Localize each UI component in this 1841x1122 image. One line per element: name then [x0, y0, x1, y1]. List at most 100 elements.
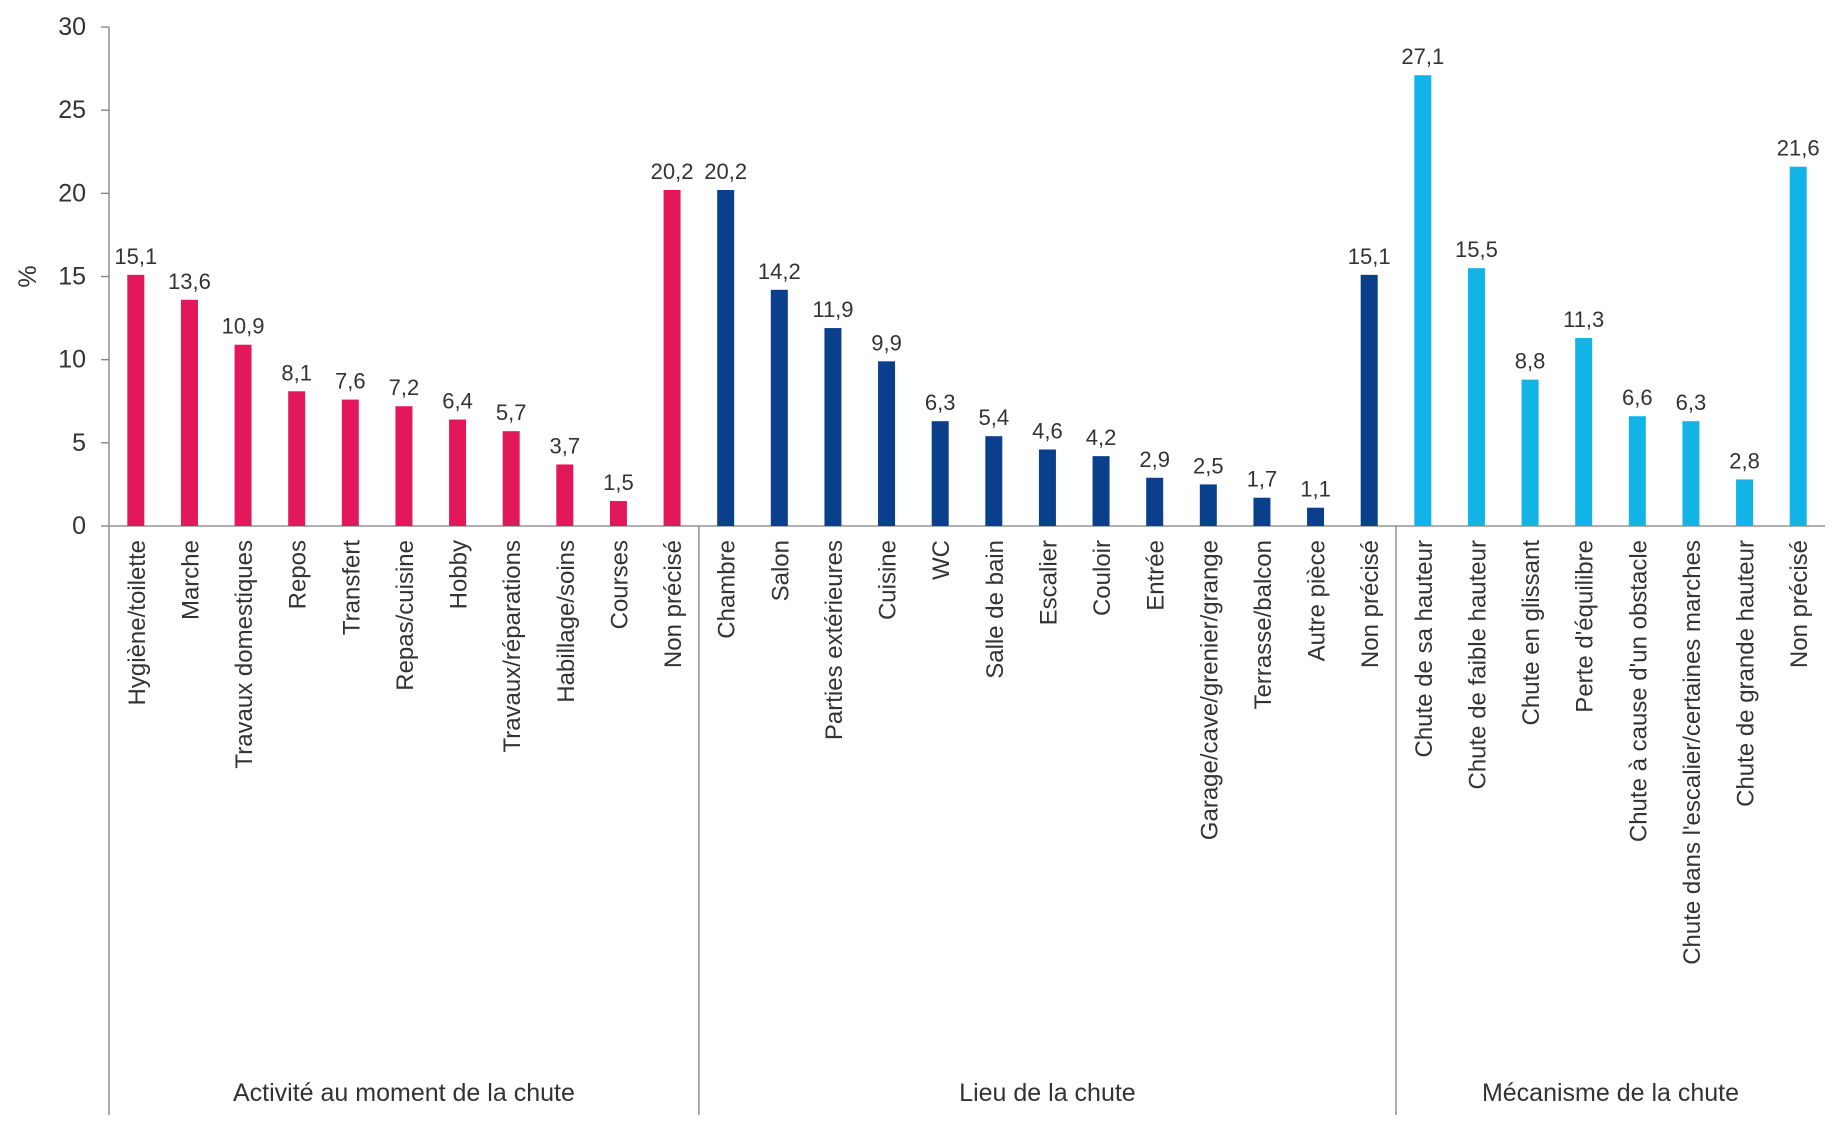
category-label: Chute en glissant: [1518, 540, 1545, 726]
bar: [1038, 449, 1056, 526]
bar: [1253, 497, 1271, 526]
category-label: Chute à cause d'un obstacle: [1625, 540, 1652, 842]
data-label: 13,6: [168, 269, 211, 294]
bar: [1736, 479, 1754, 526]
y-tick-label: 25: [58, 96, 86, 124]
data-label: 27,1: [1401, 44, 1444, 69]
bar: [234, 344, 252, 526]
group-label: Activité au moment de la chute: [233, 1079, 575, 1107]
y-axis-label: %: [14, 265, 42, 287]
data-label: 1,7: [1247, 467, 1278, 492]
category-label: Terrasse/balcon: [1250, 540, 1277, 709]
category-label: Travaux/réparations: [499, 540, 526, 753]
data-label: 2,9: [1139, 447, 1170, 472]
category-label: Autre pièce: [1304, 540, 1331, 661]
data-label: 20,2: [651, 159, 694, 184]
bars: 15,1 13,6 10,9 8,1 7,6 7,2 6,4 5,7 3,7 1,5 20,2 20,…: [114, 44, 1820, 527]
category-label: WC: [928, 540, 955, 580]
data-label: 7,6: [335, 369, 366, 394]
y-tick-label: 0: [72, 512, 86, 540]
data-label: 8,8: [1515, 349, 1546, 374]
category-label: Non précisé: [1357, 540, 1384, 668]
data-label: 2,8: [1729, 448, 1760, 473]
group-label: Lieu de la chute: [959, 1079, 1136, 1107]
data-label: 11,9: [812, 297, 853, 322]
category-label: Transfert: [338, 540, 365, 635]
category-label: Cuisine: [875, 540, 902, 620]
bar: [663, 190, 681, 527]
y-tick-label: 20: [58, 179, 86, 207]
bar: [985, 436, 1003, 526]
bar: [1628, 416, 1646, 526]
data-label: 4,2: [1086, 425, 1117, 450]
category-label: Garage/cave/grenier/grange: [1196, 540, 1223, 840]
y-tick-label: 10: [58, 346, 86, 374]
bar: [1360, 274, 1378, 526]
y-tick-label: 5: [72, 429, 86, 457]
data-label: 9,9: [871, 330, 902, 355]
data-label: 15,5: [1455, 237, 1498, 262]
bar: [609, 501, 627, 526]
data-label: 6,3: [1676, 390, 1707, 415]
category-label: Escalier: [1035, 540, 1062, 625]
bar: [878, 361, 896, 526]
category-label: Marche: [177, 540, 204, 620]
bar: [1146, 477, 1164, 526]
y-tick-label: 30: [58, 13, 86, 41]
data-label: 11,3: [1563, 307, 1604, 332]
bar: [395, 406, 413, 526]
bar: [824, 328, 842, 526]
bar: [1199, 484, 1217, 526]
category-label: Hobby: [446, 540, 473, 609]
bar: [449, 419, 467, 526]
bar: [1307, 507, 1325, 526]
category-label: Parties extérieures: [821, 540, 848, 740]
axes: 0 5 10 15 20 25 30% Hygiène/toilette Marche Trava…: [14, 13, 1825, 1115]
data-label: 1,5: [603, 470, 634, 495]
data-label: 20,2: [704, 159, 747, 184]
bar: [288, 391, 306, 526]
data-label: 6,6: [1622, 385, 1653, 410]
data-label: 21,6: [1777, 136, 1820, 161]
data-label: 14,2: [758, 259, 801, 284]
bar: [1575, 338, 1593, 526]
bar: [1092, 456, 1110, 526]
bar: [931, 421, 949, 526]
data-label: 8,1: [281, 360, 312, 385]
data-label: 15,1: [114, 244, 157, 269]
category-label: Repos: [285, 540, 312, 609]
bar: [1521, 379, 1539, 526]
bar: [502, 431, 520, 526]
bar: [717, 190, 735, 527]
category-label: Habillage/soins: [553, 540, 580, 703]
data-label: 6,4: [442, 389, 473, 414]
bar: [770, 289, 788, 526]
category-label: Salon: [767, 540, 794, 601]
data-label: 4,6: [1032, 418, 1063, 443]
category-label: Courses: [606, 540, 633, 629]
category-label: Non précisé: [1786, 540, 1813, 668]
bar: [556, 464, 574, 526]
category-label: Couloir: [1089, 540, 1116, 616]
data-label: 5,4: [979, 405, 1010, 430]
bar: [1467, 268, 1485, 526]
data-label: 5,7: [496, 400, 527, 425]
data-label: 3,7: [550, 433, 581, 458]
category-label: Perte d'équilibre: [1572, 540, 1599, 713]
y-tick-label: 15: [58, 263, 86, 291]
category-label: Chute de faible hauteur: [1464, 540, 1491, 790]
category-label: Repas/cuisine: [392, 540, 419, 691]
category-label: Chute dans l'escalier/certaines marches: [1679, 540, 1706, 965]
data-label: 10,9: [222, 314, 265, 339]
category-label: Chute de sa hauteur: [1411, 540, 1438, 758]
category-label: Hygiène/toilette: [124, 540, 151, 705]
bar: [341, 399, 359, 526]
data-label: 7,2: [389, 375, 420, 400]
bar: [127, 274, 145, 526]
bar: [180, 299, 198, 526]
category-label: Non précisé: [660, 540, 687, 668]
bar: [1682, 421, 1700, 526]
category-label: Entrée: [1143, 540, 1170, 611]
category-label: Chute de grande hauteur: [1733, 540, 1760, 807]
